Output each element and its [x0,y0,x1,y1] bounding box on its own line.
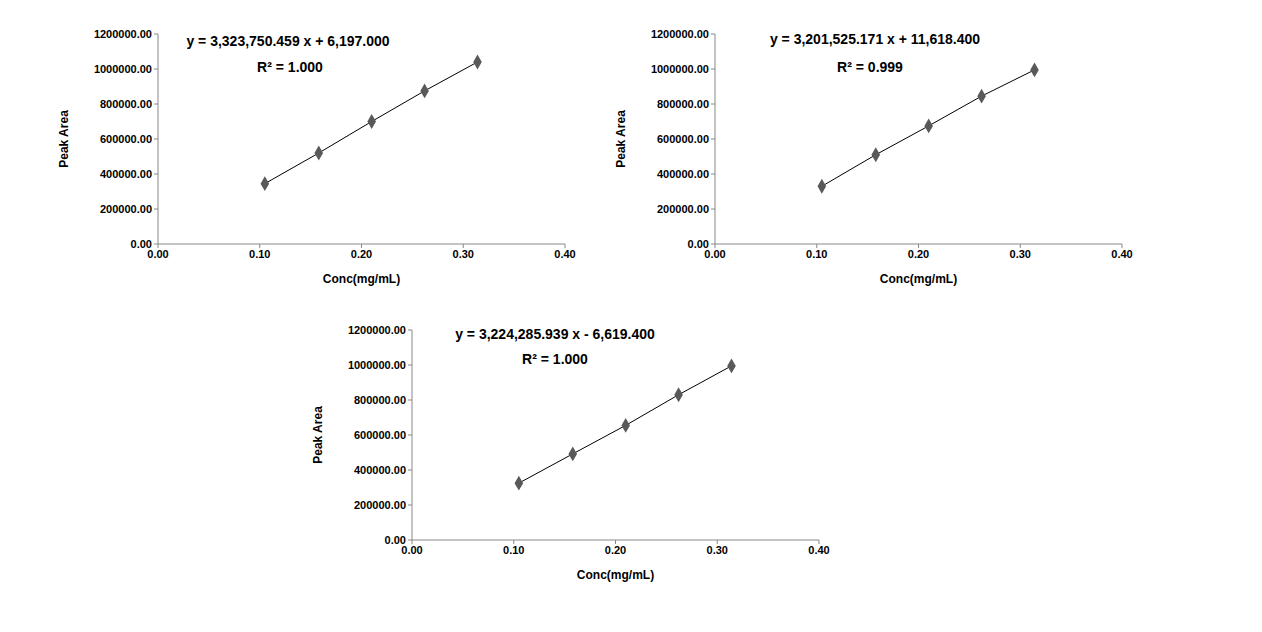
svg-text:0.00: 0.00 [688,238,709,250]
svg-text:0.00: 0.00 [131,238,152,250]
svg-text:0.40: 0.40 [554,248,575,260]
svg-text:Conc(mg/mL): Conc(mg/mL) [323,272,400,286]
svg-text:400000.00: 400000.00 [657,168,709,180]
html-text:R² = 1.000: R² = 1.000 [522,351,588,367]
svg-text:0.30: 0.30 [1010,248,1031,260]
svg-text:0.20: 0.20 [351,248,372,260]
html-text:y = 3,323,750.459 x + 6,197.00: y = 3,323,750.459 x + 6,197.000 [186,33,390,49]
svg-text:200000.00: 200000.00 [100,203,152,215]
svg-text:1200000.00: 1200000.00 [348,324,406,336]
html-text:y = 3,201,525.171 x + 11,618.4: y = 3,201,525.171 x + 11,618.400 [769,31,981,47]
svg-text:800000.00: 800000.00 [100,98,152,110]
svg-text:1200000.00: 1200000.00 [94,28,152,40]
svg-text:1000000.00: 1000000.00 [651,63,709,75]
svg-text:800000.00: 800000.00 [354,394,406,406]
svg-text:0.40: 0.40 [808,544,829,556]
svg-text:Conc(mg/mL): Conc(mg/mL) [880,272,957,286]
svg-text:0.30: 0.30 [453,248,474,260]
svg-text:0.20: 0.20 [605,544,626,556]
svg-text:400000.00: 400000.00 [100,168,152,180]
svg-text:0.00: 0.00 [401,543,423,556]
svg-text:0.10: 0.10 [249,248,270,260]
html-text:R² = 1.000: R² = 1.000 [257,59,323,75]
svg-text:200000.00: 200000.00 [354,499,406,511]
svg-text:400000.00: 400000.00 [354,464,406,476]
svg-text:600000.00: 600000.00 [657,133,709,145]
html-text:y = 3,224,285.939 x - 6,619.40: y = 3,224,285.939 x - 6,619.400 [455,326,655,342]
svg-text:1000000.00: 1000000.00 [348,359,406,371]
svg-text:0.00: 0.00 [385,534,406,546]
svg-text:0.20: 0.20 [908,248,929,260]
svg-text:Peak Area: Peak Area [311,406,325,464]
svg-text:0.40: 0.40 [1111,248,1132,260]
svg-text:Peak Area: Peak Area [57,110,71,168]
svg-text:0.10: 0.10 [806,248,827,260]
svg-text:800000.00: 800000.00 [657,98,709,110]
html-text:R² = 0.999: R² = 0.999 [837,59,903,75]
svg-text:200000.00: 200000.00 [657,203,709,215]
svg-text:Conc(mg/mL): Conc(mg/mL) [577,568,654,582]
svg-text:1200000.00: 1200000.00 [651,28,709,40]
svg-text:0.10: 0.10 [503,544,524,556]
svg-text:1000000.00: 1000000.00 [94,63,152,75]
svg-text:600000.00: 600000.00 [354,429,406,441]
svg-text:600000.00: 600000.00 [100,133,152,145]
svg-text:0.00: 0.00 [147,247,169,260]
svg-text:0.00: 0.00 [704,247,726,260]
svg-text:Peak Area: Peak Area [614,110,628,168]
svg-text:0.30: 0.30 [707,544,728,556]
